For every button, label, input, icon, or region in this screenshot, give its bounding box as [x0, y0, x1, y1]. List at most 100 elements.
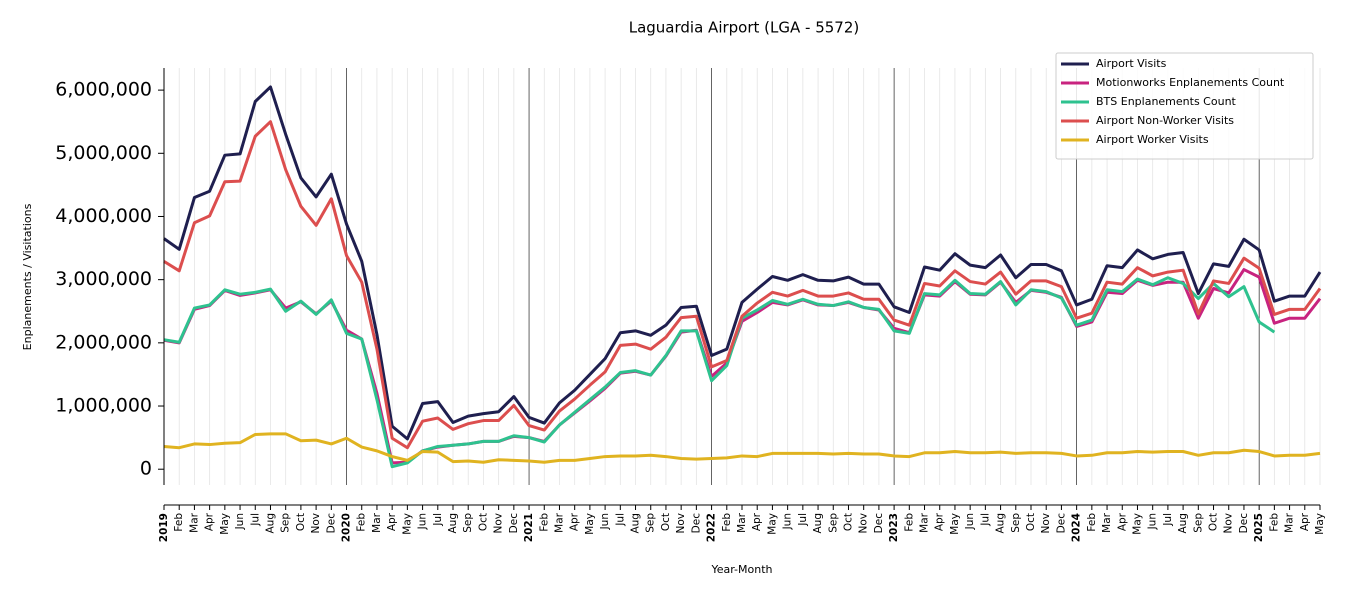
x-tick-label: 2025	[1253, 513, 1265, 542]
x-tick-label: Aug	[447, 513, 459, 534]
x-tick-label: Jul	[1162, 513, 1174, 527]
axes: 0 1,000,000 2,000,000 3,000,000 4,000,000 5,0…	[55, 68, 1326, 542]
x-tick-label: Dec	[325, 513, 337, 534]
x-tick-label: Nov	[310, 513, 322, 534]
x-tick-label: Feb	[1086, 513, 1098, 532]
x-tick-label: 2020	[341, 513, 353, 542]
y-tick-label: 6,000,000	[55, 79, 152, 101]
x-tick-label: Nov	[675, 513, 687, 534]
series-line	[163, 432, 1321, 464]
x-tick-label: Sep	[645, 513, 657, 533]
x-tick-label: Oct	[1208, 513, 1220, 531]
x-tick-label: Oct	[842, 513, 854, 531]
x-tick-label: Oct	[295, 513, 307, 531]
x-tick-label: Jul	[249, 513, 261, 527]
x-tick-label: 2023	[888, 513, 900, 542]
x-tick-label: Dec	[1055, 513, 1067, 534]
series-line	[163, 120, 1322, 450]
x-tick-label: Mar	[1101, 512, 1113, 532]
x-tick-label: Feb	[173, 513, 185, 532]
x-tick-label: Mar	[736, 512, 748, 532]
legend-label: Motionworks Enplanements Count	[1096, 76, 1285, 89]
x-tick-label: Jun	[234, 513, 246, 530]
x-tick-label: Dec	[508, 513, 520, 534]
legend-label: Airport Worker Visits	[1096, 133, 1209, 146]
x-tick-label: Nov	[1223, 513, 1235, 534]
x-tick-label: Mar	[553, 512, 565, 532]
x-tick-label: Feb	[538, 513, 550, 532]
x-tick-label: Sep	[462, 513, 474, 533]
x-tick-label: Apr	[1299, 512, 1311, 531]
x-tick-label: Oct	[660, 513, 672, 531]
x-tick-label: Jun	[417, 513, 429, 530]
x-tick-label: Apr	[1116, 512, 1128, 531]
y-tick-label: 2,000,000	[55, 331, 152, 353]
x-tick-label: 2019	[158, 513, 170, 542]
x-tick-label: Jul	[979, 513, 991, 527]
y-tick-label: 1,000,000	[55, 395, 152, 417]
legend-box	[1055, 52, 1314, 160]
x-tick-label: Jul	[614, 513, 626, 527]
x-tick-label: May	[1314, 513, 1326, 535]
x-tick-label: Apr	[751, 512, 763, 531]
x-tick-label: May	[219, 513, 231, 535]
x-axis-label: Year-Month	[710, 563, 772, 576]
x-tick-label: Jun	[599, 513, 611, 530]
x-tick-label: Oct	[477, 513, 489, 531]
x-tick-label: Nov	[858, 513, 870, 534]
chart-title: Laguardia Airport (LGA - 5572)	[629, 19, 860, 37]
x-tick-label: Jul	[797, 513, 809, 527]
x-tick-label: Feb	[903, 513, 915, 532]
x-tick-label: Mar	[919, 512, 931, 532]
x-tick-label: Feb	[1268, 513, 1280, 532]
y-tick-label: 0	[140, 458, 152, 480]
x-tick-label: Jun	[1147, 513, 1159, 530]
x-tick-label: Dec	[1238, 513, 1250, 534]
x-tick-label: May	[1131, 513, 1143, 535]
x-tick-label: Dec	[690, 513, 702, 534]
y-tick-label: 5,000,000	[55, 142, 152, 164]
series-line	[163, 85, 1322, 441]
x-tick-label: Jun	[964, 513, 976, 530]
x-tick-label: Sep	[827, 513, 839, 533]
x-tick-label: 2024	[1071, 513, 1083, 542]
legend-label: Airport Non-Worker Visits	[1096, 114, 1234, 127]
x-tick-label: May	[401, 513, 413, 535]
x-tick-label: Apr	[204, 512, 216, 531]
x-tick-label: Oct	[1025, 513, 1037, 531]
x-tick-label: Nov	[493, 513, 505, 534]
legend: Airport Visits Motionworks Enplanements C…	[1055, 52, 1314, 160]
legend-label: Airport Visits	[1096, 57, 1167, 70]
x-tick-label: 2022	[706, 513, 718, 542]
x-tick-label: Mar	[1284, 512, 1296, 532]
x-tick-label: Dec	[873, 513, 885, 534]
x-tick-label: Aug	[630, 513, 642, 534]
x-tick-label: Jul	[432, 513, 444, 527]
x-tick-label: Aug	[1177, 513, 1189, 534]
y-tick-label: 4,000,000	[55, 205, 152, 227]
x-tick-label: Sep	[1010, 513, 1022, 533]
x-tick-label: May	[949, 513, 961, 535]
y-tick-label: 3,000,000	[55, 268, 152, 290]
x-tick-label: Aug	[812, 513, 824, 534]
x-tick-label: Mar	[371, 512, 383, 532]
x-tick-label: Sep	[1192, 513, 1204, 533]
x-tick-label: Aug	[264, 513, 276, 534]
x-tick-label: Apr	[934, 512, 946, 531]
x-tick-label: Apr	[386, 512, 398, 531]
x-tick-label: Apr	[569, 512, 581, 531]
x-tick-label: Mar	[188, 512, 200, 532]
x-tick-label: Sep	[280, 513, 292, 533]
y-axis-label: Enplanements / Visitations	[21, 203, 34, 350]
x-tick-label: Feb	[721, 513, 733, 532]
x-tick-label: May	[584, 513, 596, 535]
x-tick-label: May	[766, 513, 778, 535]
series-line	[163, 276, 1276, 469]
x-tick-label: Jun	[782, 513, 794, 530]
x-tick-label: 2021	[523, 513, 535, 542]
x-tick-label: Feb	[356, 513, 368, 532]
plot-area	[163, 85, 1322, 469]
x-tick-label: Nov	[1040, 513, 1052, 534]
legend-label: BTS Enplanements Count	[1096, 95, 1237, 108]
